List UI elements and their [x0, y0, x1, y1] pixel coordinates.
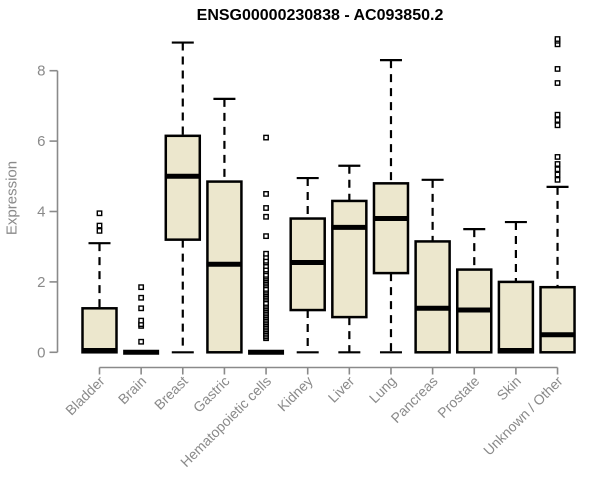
outlier-point [263, 213, 269, 220]
outlier-point [263, 205, 269, 211]
x-category-label: Unknown / Other [480, 373, 566, 459]
outlier-point [554, 111, 561, 118]
box-group-skin [497, 220, 535, 354]
x-category-label: Lung [366, 373, 399, 406]
x-category-label: Prostate [434, 373, 482, 421]
outlier-point [554, 117, 561, 123]
outlier-point [554, 66, 561, 72]
box-group-lung [372, 59, 410, 354]
box-iqr [206, 180, 243, 354]
box-iqr [81, 307, 118, 354]
box-group-liver [331, 164, 368, 354]
box-iqr [539, 285, 576, 354]
outlier-point [263, 250, 269, 257]
box-group-prostate [456, 228, 493, 354]
box-group-unknown-other [539, 36, 576, 354]
outlier-point [263, 134, 269, 141]
outlier-point [96, 222, 103, 229]
box-iqr [497, 280, 535, 354]
y-tick-label: 2 [37, 274, 45, 291]
x-category-label: Skin [493, 373, 524, 404]
outlier-point [554, 154, 561, 160]
box-iqr [164, 134, 202, 241]
x-category-label: Bladder [62, 373, 108, 419]
y-tick-label: 8 [37, 63, 45, 80]
box-group-breast [164, 41, 202, 354]
box-group-kidney [289, 176, 326, 354]
box-iqr [372, 182, 410, 275]
outlier-point [138, 338, 145, 345]
outlier-point [138, 284, 145, 291]
outlier-point [554, 36, 561, 42]
outlier-point [96, 227, 103, 234]
box-group-bladder [81, 210, 118, 354]
outlier-point [263, 233, 269, 240]
box-group-hematopoietic-cells [248, 134, 285, 355]
y-tick-label: 0 [37, 344, 45, 361]
box-group-brain [123, 284, 160, 355]
y-tick-label: 6 [37, 133, 45, 150]
outlier-point [138, 294, 145, 301]
outlier-point [554, 166, 561, 173]
box-iqr [414, 240, 451, 354]
outlier-point [554, 122, 561, 129]
outlier-point [263, 190, 269, 197]
outlier-point [554, 80, 561, 86]
x-category-label: Brain [115, 373, 149, 407]
box-group-gastric [206, 97, 243, 354]
outlier-point [138, 305, 145, 312]
box-iqr [331, 199, 368, 319]
y-tick-label: 4 [37, 204, 45, 221]
outlier-point [96, 210, 103, 217]
x-category-label: Breast [151, 373, 191, 413]
outlier-point [554, 171, 561, 178]
chart-title: ENSG00000230838 - AC093850.2 [196, 7, 444, 24]
outlier-point [554, 161, 561, 167]
y-axis-label: Expression [3, 160, 21, 236]
x-category-label: Liver [325, 373, 358, 406]
outlier-point [554, 176, 561, 183]
outlier-point [138, 317, 145, 324]
x-category-label: Kidney [274, 373, 316, 415]
box-group-pancreas [414, 178, 451, 354]
